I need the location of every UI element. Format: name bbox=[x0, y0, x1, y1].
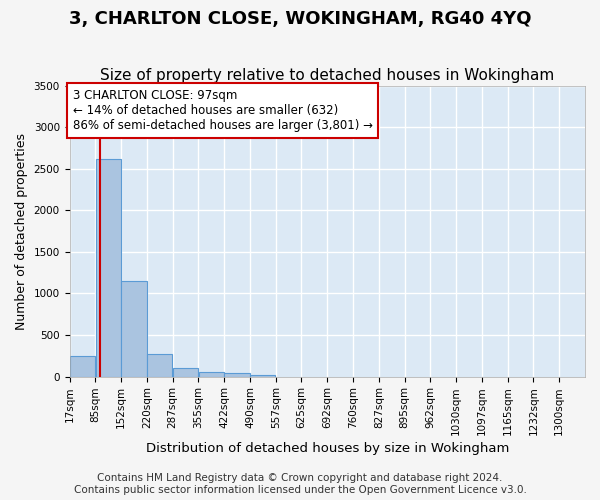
Bar bbox=[173, 368, 198, 376]
Bar bbox=[70, 356, 95, 376]
Bar bbox=[199, 372, 224, 376]
Bar bbox=[147, 354, 172, 376]
Y-axis label: Number of detached properties: Number of detached properties bbox=[15, 132, 28, 330]
Bar bbox=[95, 158, 121, 376]
Title: Size of property relative to detached houses in Wokingham: Size of property relative to detached ho… bbox=[100, 68, 554, 83]
Bar bbox=[121, 281, 146, 376]
Bar bbox=[250, 375, 275, 376]
Text: 3, CHARLTON CLOSE, WOKINGHAM, RG40 4YQ: 3, CHARLTON CLOSE, WOKINGHAM, RG40 4YQ bbox=[69, 10, 531, 28]
Text: 3 CHARLTON CLOSE: 97sqm
← 14% of detached houses are smaller (632)
86% of semi-d: 3 CHARLTON CLOSE: 97sqm ← 14% of detache… bbox=[73, 89, 373, 132]
Text: Contains HM Land Registry data © Crown copyright and database right 2024.
Contai: Contains HM Land Registry data © Crown c… bbox=[74, 474, 526, 495]
X-axis label: Distribution of detached houses by size in Wokingham: Distribution of detached houses by size … bbox=[146, 442, 509, 455]
Bar bbox=[224, 374, 250, 376]
